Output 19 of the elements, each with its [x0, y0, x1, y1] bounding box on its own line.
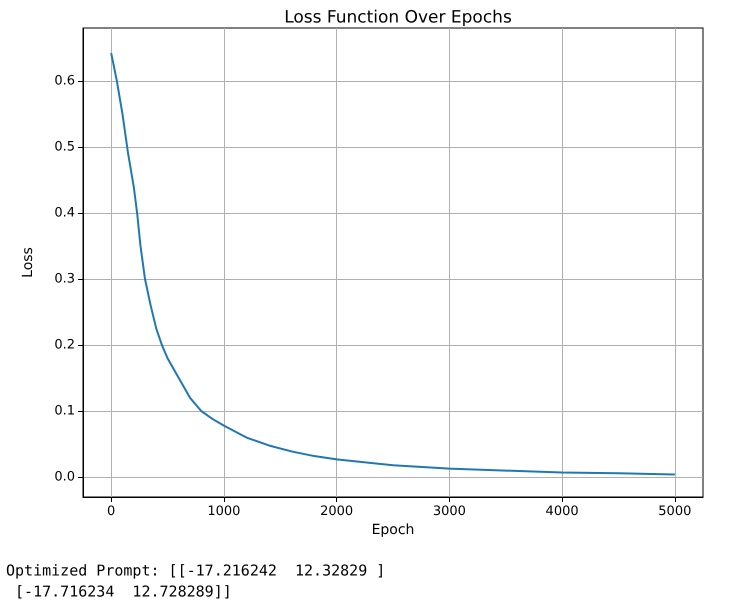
line-series: [110, 52, 676, 476]
x-tick-label: 1000: [207, 504, 240, 519]
x-tick-label: 3000: [432, 504, 466, 519]
x-tick-label: 0: [107, 504, 116, 519]
text: [-17.716234 12.728289]]: [6, 582, 232, 600]
x-tick-label: 2000: [320, 504, 354, 519]
y-tick-label: 0.0: [54, 470, 75, 485]
y-tick-label: 0.5: [54, 139, 75, 154]
x-axis-title: Epoch: [372, 522, 414, 538]
y-tick-label: 0.4: [54, 205, 75, 220]
x-tick-label: 5000: [658, 504, 692, 519]
y-axis-title: Loss: [20, 247, 36, 278]
x-tick-label: 4000: [546, 504, 579, 519]
text: Optimized Prompt: [[-17.216242 12.32829 ]: [6, 562, 386, 580]
y-tick-label: 0.2: [54, 338, 75, 353]
chart-title: Loss Function Over Epochs: [284, 8, 512, 28]
y-tick-label: 0.3: [54, 272, 75, 287]
y-tick-label: 0.1: [54, 404, 75, 419]
y-tick-label: 0.6: [54, 73, 75, 88]
